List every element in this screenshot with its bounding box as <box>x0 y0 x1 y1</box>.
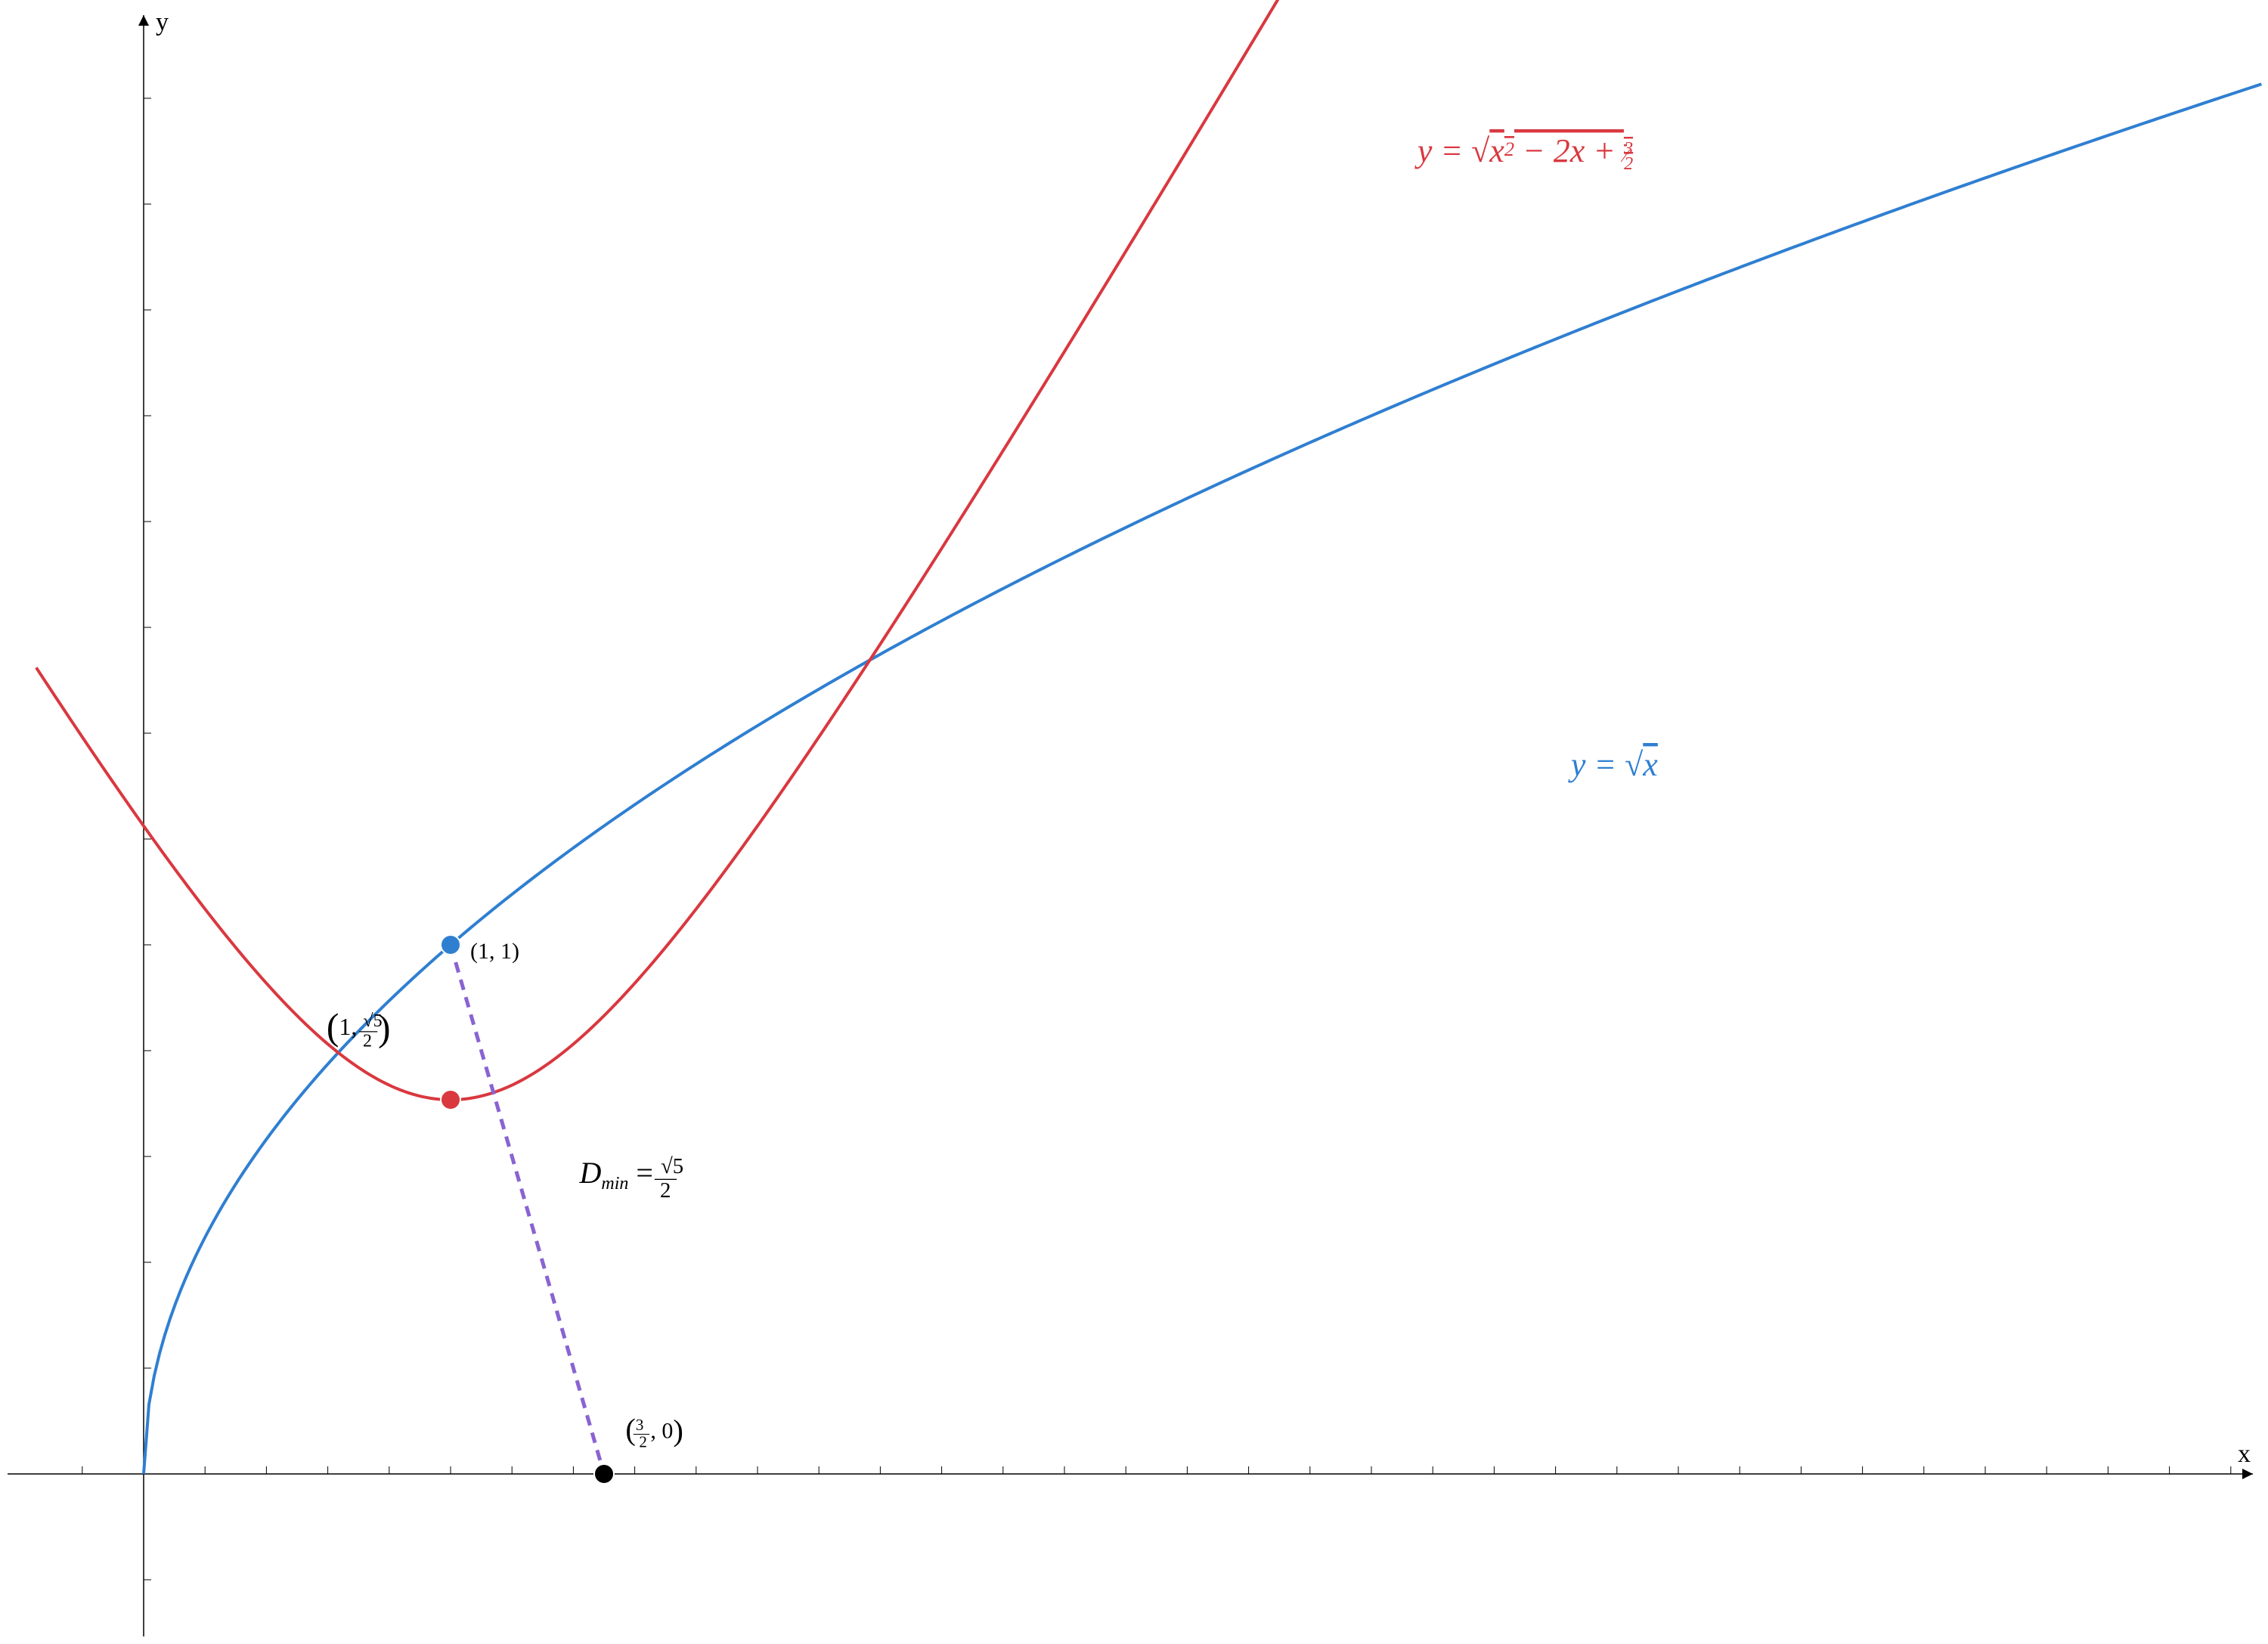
x-axis-label: x <box>2238 1440 2251 1468</box>
red-curve-label: y = √x2 − 2x + 3⁄2 <box>1414 132 1633 174</box>
y-axis-label: y <box>156 8 169 36</box>
blue-curve-label: y = √x <box>1568 746 1658 783</box>
point-1-1-blue <box>441 935 460 955</box>
point-3-2-0-black <box>594 1464 614 1484</box>
vertex-point-red <box>441 1090 460 1110</box>
math-plot: xy(1, 1)y = √xy = √x2 − 2x + 3⁄2 (1, √5—… <box>0 0 2268 1644</box>
point-1-1-label: (1, 1) <box>470 939 519 964</box>
chart-container: xy(1, 1)y = √xy = √x2 − 2x + 3⁄2 (1, √5—… <box>0 0 2268 1644</box>
